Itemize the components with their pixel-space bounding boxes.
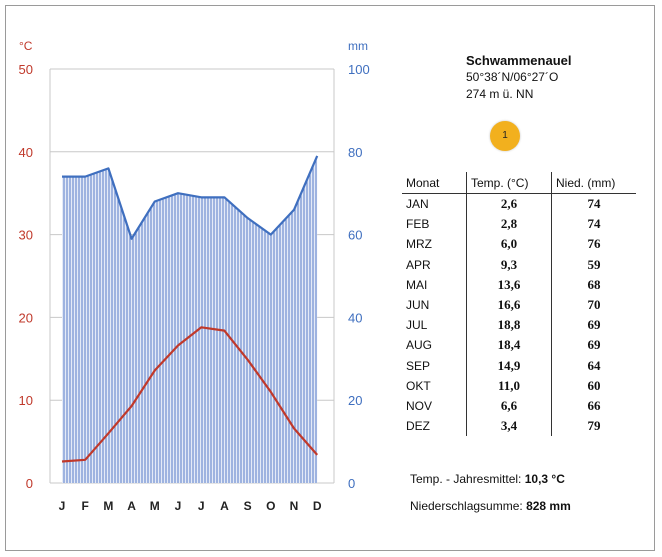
temp-cell: 9,3	[466, 254, 552, 275]
table-row: JAN 2,6 74	[402, 193, 636, 215]
precip-cell: 70	[587, 297, 601, 313]
month-cell: SEP	[406, 358, 431, 373]
precip-cell: 64	[587, 357, 601, 373]
annual-mean-value: 10,3 °C	[524, 472, 565, 486]
table-row: MAI 13,6 68	[402, 274, 636, 295]
right-axis-unit: mm	[348, 39, 368, 53]
precip-cell: 74	[587, 216, 601, 232]
station-info: Schwammenauel 50°38´N/06°27´O 274 m ü. N…	[466, 52, 656, 103]
temp-cell: 13,6	[466, 274, 552, 295]
month-cell: OKT	[406, 378, 431, 393]
header-month: Monat	[402, 172, 467, 194]
precip-cell: 74	[587, 196, 601, 212]
annual-precip-label: Niederschlagsumme:	[410, 499, 523, 513]
temp-cell: 6,0	[466, 234, 552, 255]
precip-cell: 60	[587, 377, 601, 393]
x-tick-label: O	[266, 499, 275, 513]
x-tick-label: J	[59, 499, 66, 513]
x-tick-label: D	[313, 499, 322, 513]
table-row: FEB 2,8 74	[402, 214, 636, 235]
temp-cell: 6,6	[466, 395, 552, 417]
x-tick-label: F	[82, 499, 89, 513]
temp-cell: 3,4	[466, 416, 552, 437]
table-row: APR 9,3 59	[402, 254, 636, 275]
temp-cell: 14,9	[466, 355, 552, 376]
precip-cell: 79	[587, 418, 601, 434]
table-row: DEZ 3,4 79	[402, 416, 636, 437]
table-header-row: Monat Temp. (°C) Nied. (mm)	[402, 172, 636, 194]
table-row: OKT 11,0 60	[402, 375, 636, 396]
right-tick-label: 0	[348, 476, 355, 491]
month-cell: MAI	[406, 277, 428, 292]
x-tick-label: A	[220, 499, 229, 513]
x-tick-label: S	[244, 499, 252, 513]
x-tick-label: M	[150, 499, 160, 513]
month-cell: JUL	[406, 318, 428, 333]
precip-cell: 59	[587, 256, 601, 272]
station-coords: 50°38´N/06°27´O	[466, 70, 559, 84]
precipitation-line	[62, 155, 319, 240]
x-tick-label: N	[290, 499, 299, 513]
x-tick-label: J	[175, 499, 182, 513]
annual-precip-value: 828 mm	[526, 499, 571, 513]
left-tick-label: 20	[19, 310, 33, 325]
annual-mean-label: Temp. - Jahresmittel:	[410, 472, 522, 486]
station-name: Schwammenauel	[466, 53, 572, 68]
temp-cell: 2,6	[466, 193, 552, 215]
precip-cell: 76	[587, 236, 601, 252]
right-tick-label: 100	[348, 62, 370, 77]
month-cell: AUG	[406, 338, 433, 353]
table-row: NOV 6,6 66	[402, 395, 636, 417]
left-tick-label: 10	[19, 393, 33, 408]
station-elevation: 274 m ü. NN	[466, 87, 534, 101]
table-row: AUG 18,4 69	[402, 335, 636, 356]
month-cell: FEB	[406, 217, 430, 232]
month-cell: JUN	[406, 298, 430, 313]
left-tick-label: 0	[26, 476, 33, 491]
month-cell: JAN	[406, 197, 429, 212]
temp-cell: 11,0	[466, 375, 552, 396]
temp-cell: 18,4	[466, 335, 552, 356]
annual-precip-line: Niederschlagsumme: 828 mm	[410, 499, 571, 513]
temp-cell: 18,8	[466, 315, 552, 336]
location-number-badge: 1	[490, 121, 520, 151]
annual-mean-line: Temp. - Jahresmittel: 10,3 °C	[410, 472, 565, 486]
header-temp: Temp. (°C)	[466, 172, 552, 194]
temp-cell: 16,6	[466, 294, 552, 316]
table-row: MRZ 6,0 76	[402, 234, 636, 255]
left-tick-label: 40	[19, 145, 33, 160]
left-axis-unit: °C	[19, 39, 33, 53]
left-tick-label: 30	[19, 228, 33, 243]
left-tick-label: 50	[19, 62, 33, 77]
precip-cell: 66	[587, 397, 601, 413]
month-cell: DEZ	[406, 419, 430, 434]
table-row: JUN 16,6 70	[402, 294, 636, 316]
table-row: SEP 14,9 64	[402, 355, 636, 376]
table-row: JUL 18,8 69	[402, 315, 636, 336]
precipitation-area	[62, 155, 318, 483]
right-tick-label: 60	[348, 228, 362, 243]
month-cell: MRZ	[406, 237, 432, 252]
right-tick-label: 20	[348, 393, 362, 408]
x-tick-label: A	[127, 499, 136, 513]
precip-cell: 69	[587, 337, 601, 353]
temperature-line	[61, 326, 319, 463]
month-cell: NOV	[406, 398, 433, 413]
right-tick-label: 80	[348, 145, 362, 160]
month-cell: APR	[406, 257, 431, 272]
climate-table: Monat Temp. (°C) Nied. (mm) JAN 2,6 74 FEB 2…	[402, 172, 636, 437]
temp-cell: 2,8	[466, 214, 552, 235]
right-tick-label: 40	[348, 310, 362, 325]
precip-cell: 68	[587, 276, 601, 292]
precip-cell: 69	[587, 317, 601, 333]
header-precip: Nied. (mm)	[551, 172, 636, 194]
x-tick-label: J	[198, 499, 205, 513]
x-tick-label: M	[103, 499, 113, 513]
